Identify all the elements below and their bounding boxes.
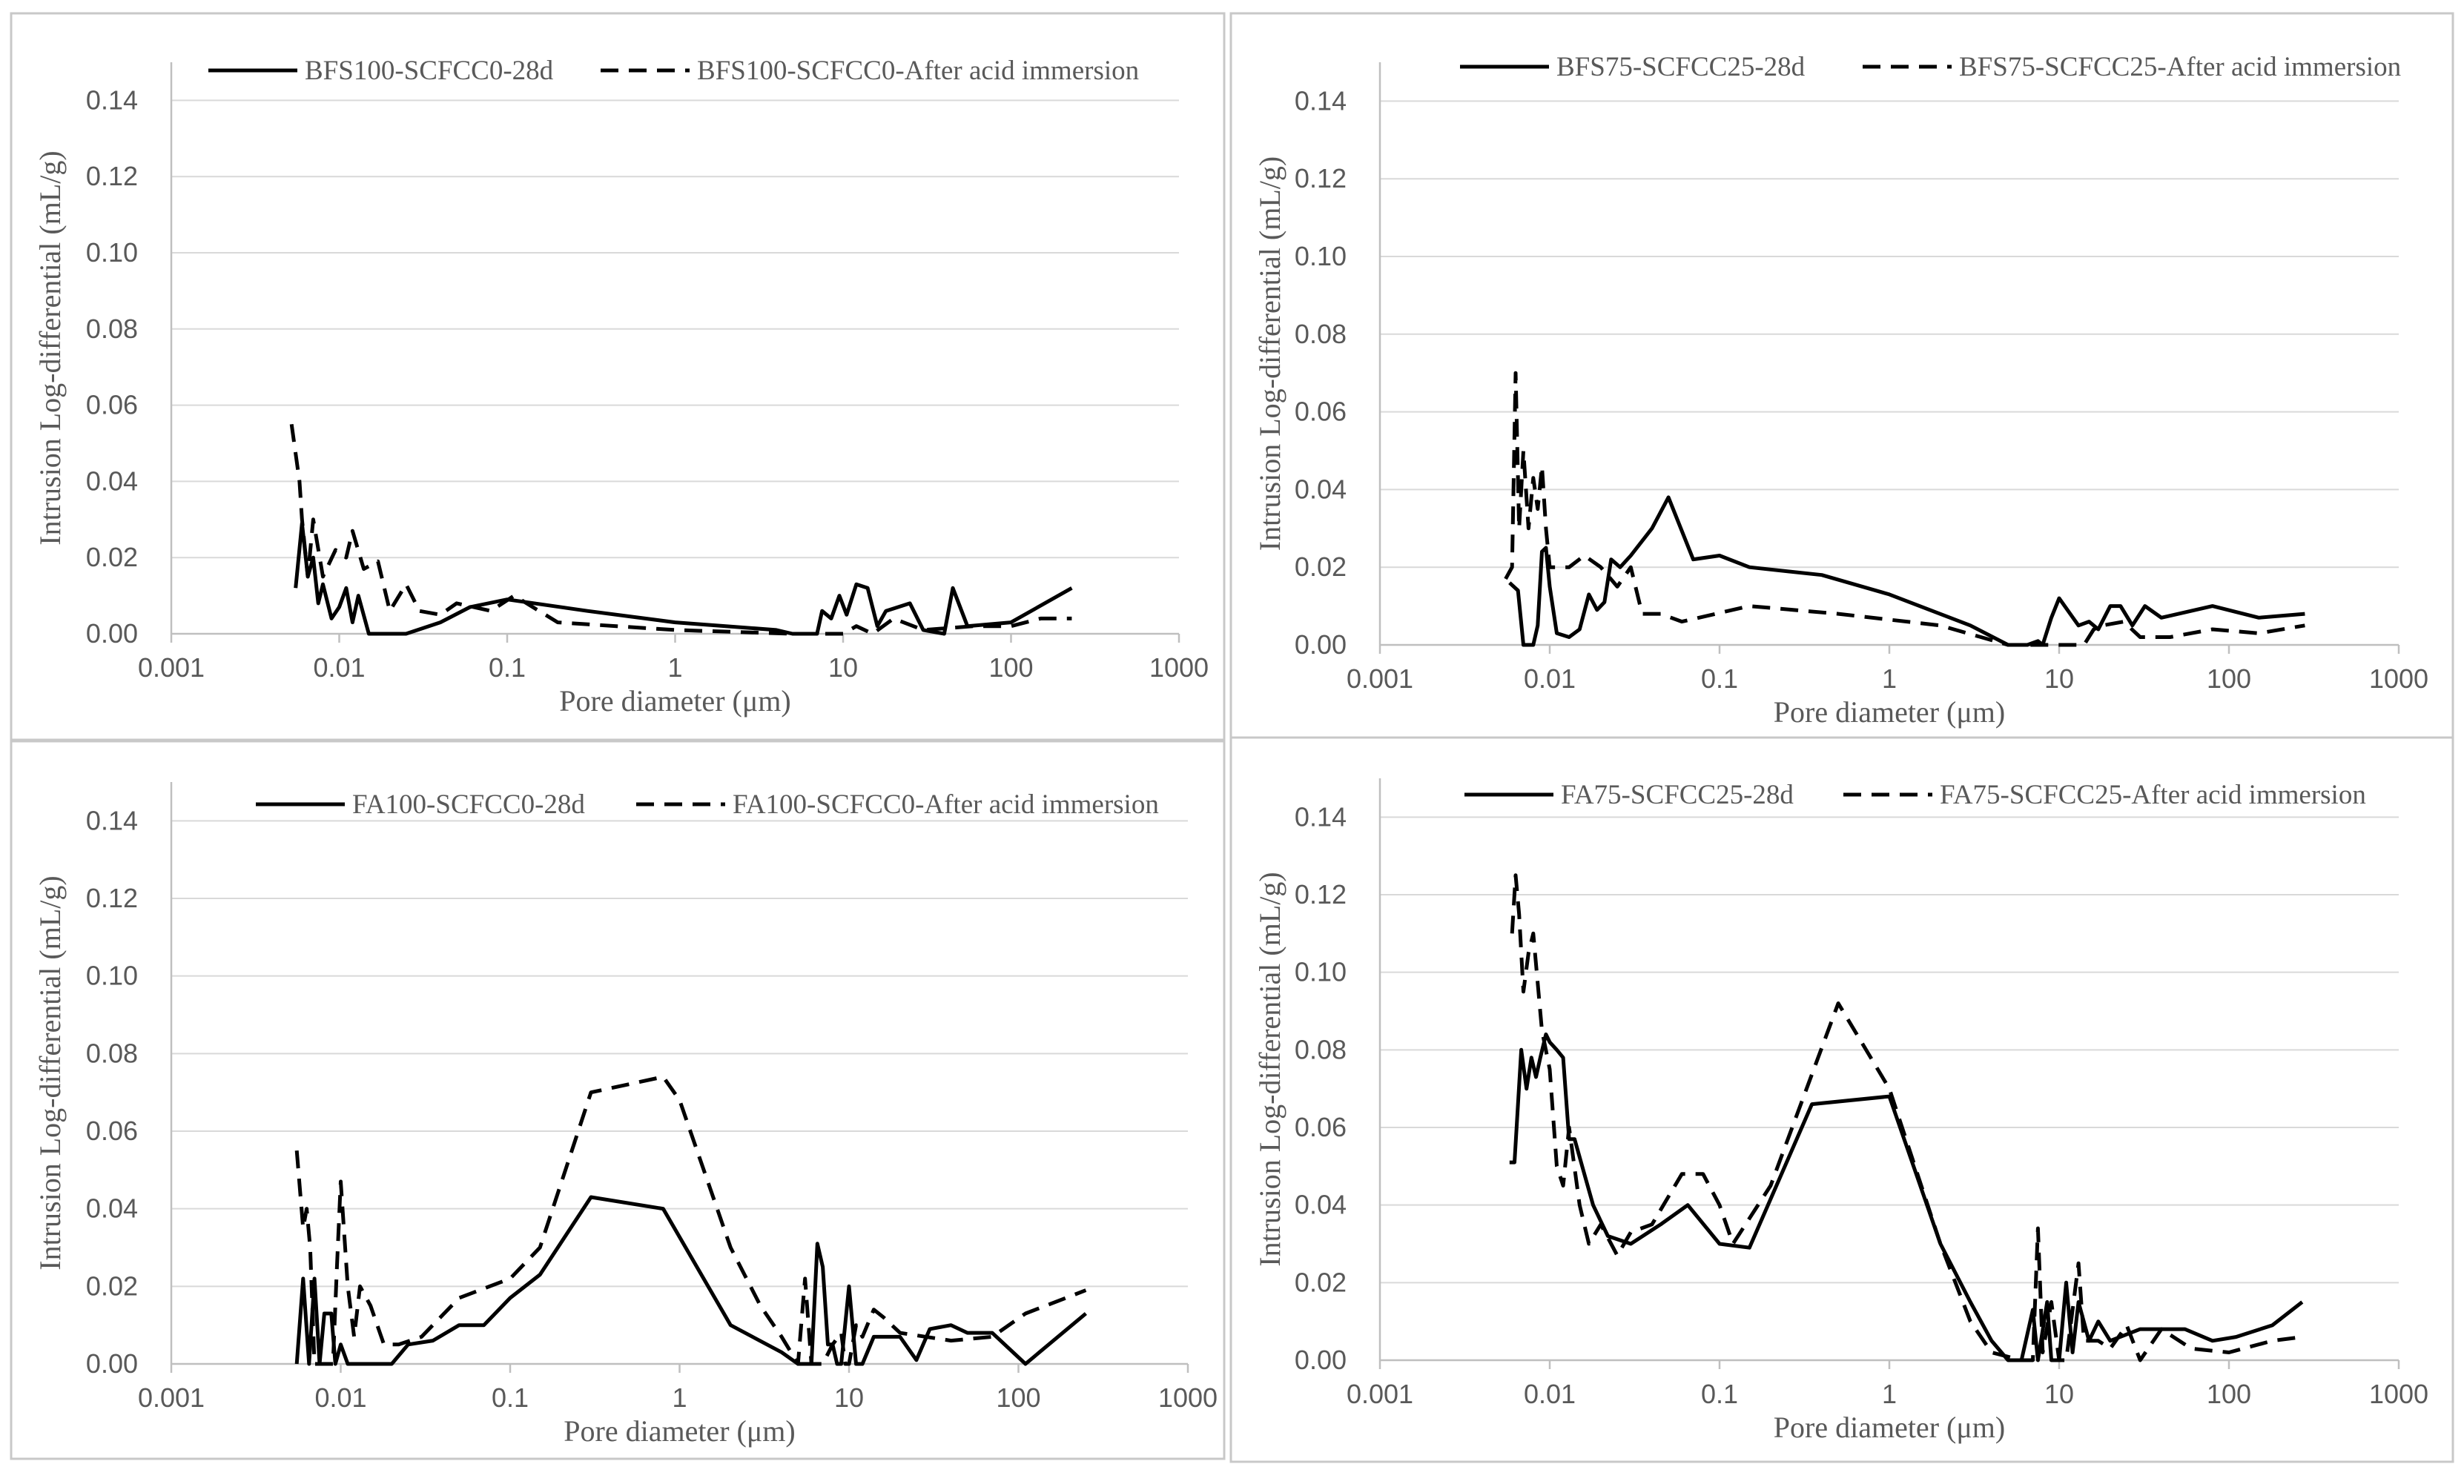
x-tick-label: 1 [1882, 663, 1897, 694]
panel-border [10, 740, 1226, 1460]
x-tick-label: 0.01 [1524, 1379, 1576, 1409]
y-tick-label: 0.08 [86, 314, 138, 344]
x-tick-label: 100 [2207, 1379, 2251, 1409]
y-tick-label: 0.12 [1295, 163, 1347, 193]
y-tick-label: 0.02 [1295, 1267, 1347, 1297]
x-tick-label: 100 [988, 652, 1033, 683]
y-axis-title: Intrusion Log-differential (mL/g) [33, 875, 67, 1270]
y-tick-label: 0.08 [1295, 319, 1347, 349]
y-tick-label: 0.06 [86, 390, 138, 420]
x-tick-label: 10 [828, 652, 858, 683]
y-tick-label: 0.14 [1295, 85, 1347, 116]
x-tick-label: 1000 [1158, 1382, 1218, 1413]
chart-panel-3: 0.00 0.02 0.04 0.06 0.08 0.10 0.12 0.14 0.001 0.0… [10, 740, 1226, 1460]
x-tick-label: 10 [834, 1382, 864, 1413]
y-tick-label: 0.12 [86, 161, 138, 191]
y-tick-label: 0.00 [86, 618, 138, 649]
legend-label: BFS100-SCFCC0-28d [305, 56, 554, 86]
x-tick-label: 0.001 [1347, 663, 1413, 694]
x-tick-label: 10 [2044, 663, 2074, 694]
x-tick-label: 0.001 [138, 1382, 205, 1413]
legend-label: FA100-SCFCC0-After acid immersion [733, 789, 1159, 820]
y-tick-label: 0.10 [86, 961, 138, 991]
series-line-dashed [1510, 873, 2303, 1362]
x-tick-label: 1 [672, 1382, 687, 1413]
x-tick-label: 0.01 [314, 1382, 366, 1413]
panel-border [1229, 12, 2454, 741]
x-tick-label: 0.01 [313, 652, 365, 683]
series-line-solid [294, 521, 1073, 636]
y-tick-label: 0.06 [86, 1116, 138, 1146]
x-tick-label: 1000 [1149, 652, 1209, 683]
legend-label: FA75-SCFCC25-After acid immersion [1940, 780, 2366, 810]
y-tick-label: 0.10 [86, 237, 138, 268]
series-line-dashed [289, 423, 1072, 636]
y-tick-label: 0.04 [86, 1193, 138, 1224]
x-tick-label: 0.001 [1347, 1379, 1413, 1409]
y-axis-title: Intrusion Log-differential (mL/g) [1253, 872, 1287, 1266]
y-tick-label: 0.14 [86, 805, 138, 835]
y-tick-label: 0.14 [1295, 801, 1347, 832]
y-tick-label: 0.06 [1295, 397, 1347, 427]
legend-label: BFS75-SCFCC25-28d [1556, 52, 1806, 82]
x-axis-title: Pore diameter (μm) [564, 1414, 795, 1448]
series-line-solid [1508, 495, 2305, 647]
x-tick-label: 10 [2044, 1379, 2074, 1409]
y-tick-label: 0.12 [1295, 879, 1347, 910]
y-tick-label: 0.08 [86, 1038, 138, 1068]
panel-border [10, 12, 1226, 741]
y-tick-label: 0.04 [1295, 1190, 1347, 1220]
x-tick-label: 100 [2207, 663, 2251, 694]
chart-panel-2: 0.00 0.02 0.04 0.06 0.08 0.10 0.12 0.14 0.001 0.0… [1229, 12, 2454, 741]
x-tick-label: 1 [1882, 1379, 1897, 1409]
x-tick-label: 0.001 [138, 652, 205, 683]
x-tick-label: 0.1 [489, 652, 526, 683]
legend-label: BFS100-SCFCC0-After acid immersion [697, 56, 1139, 86]
legend-label: FA75-SCFCC25-28d [1561, 780, 1794, 810]
series-line-solid [1509, 1032, 2304, 1362]
series-line-dashed [1504, 371, 2305, 647]
x-axis-title: Pore diameter (μm) [1774, 695, 2005, 729]
y-tick-label: 0.06 [1295, 1112, 1347, 1142]
series-line-dashed [294, 1075, 1087, 1366]
x-tick-label: 100 [996, 1382, 1040, 1413]
legend-label: BFS75-SCFCC25-After acid immersion [1959, 52, 2401, 82]
x-axis-title: Pore diameter (μm) [1774, 1411, 2005, 1444]
y-tick-label: 0.14 [86, 85, 138, 115]
y-tick-label: 0.00 [86, 1348, 138, 1379]
x-tick-label: 0.1 [1701, 1379, 1738, 1409]
chart-panel-4: 0.00 0.02 0.04 0.06 0.08 0.10 0.12 0.14 0.001 0.0… [1229, 736, 2454, 1463]
x-tick-label: 1000 [2369, 663, 2428, 694]
y-axis-title: Intrusion Log-differential (mL/g) [1253, 156, 1287, 551]
y-tick-label: 0.10 [1295, 957, 1347, 987]
y-tick-label: 0.04 [86, 466, 138, 496]
series-line-solid [294, 1195, 1088, 1366]
x-tick-label: 1 [667, 652, 682, 683]
legend-label: FA100-SCFCC0-28d [352, 789, 585, 820]
x-tick-label: 0.01 [1524, 663, 1576, 694]
y-tick-label: 0.04 [1295, 474, 1347, 504]
chart-panel-1: 0.00 0.02 0.04 0.06 0.08 0.10 0.12 0.14 0.001 0.0… [10, 12, 1226, 741]
y-tick-label: 0.02 [1295, 551, 1347, 582]
y-tick-label: 0.12 [86, 883, 138, 913]
x-tick-label: 0.1 [1701, 663, 1738, 694]
y-tick-label: 0.02 [86, 1271, 138, 1301]
x-axis-title: Pore diameter (μm) [559, 684, 790, 718]
x-tick-label: 0.1 [492, 1382, 529, 1413]
y-axis-title: Intrusion Log-differential (mL/g) [33, 150, 67, 545]
y-tick-label: 0.00 [1295, 1345, 1347, 1375]
y-tick-label: 0.08 [1295, 1034, 1347, 1064]
y-tick-label: 0.10 [1295, 241, 1347, 271]
y-tick-label: 0.02 [86, 542, 138, 572]
x-tick-label: 1000 [2369, 1379, 2428, 1409]
y-tick-label: 0.00 [1295, 629, 1347, 660]
